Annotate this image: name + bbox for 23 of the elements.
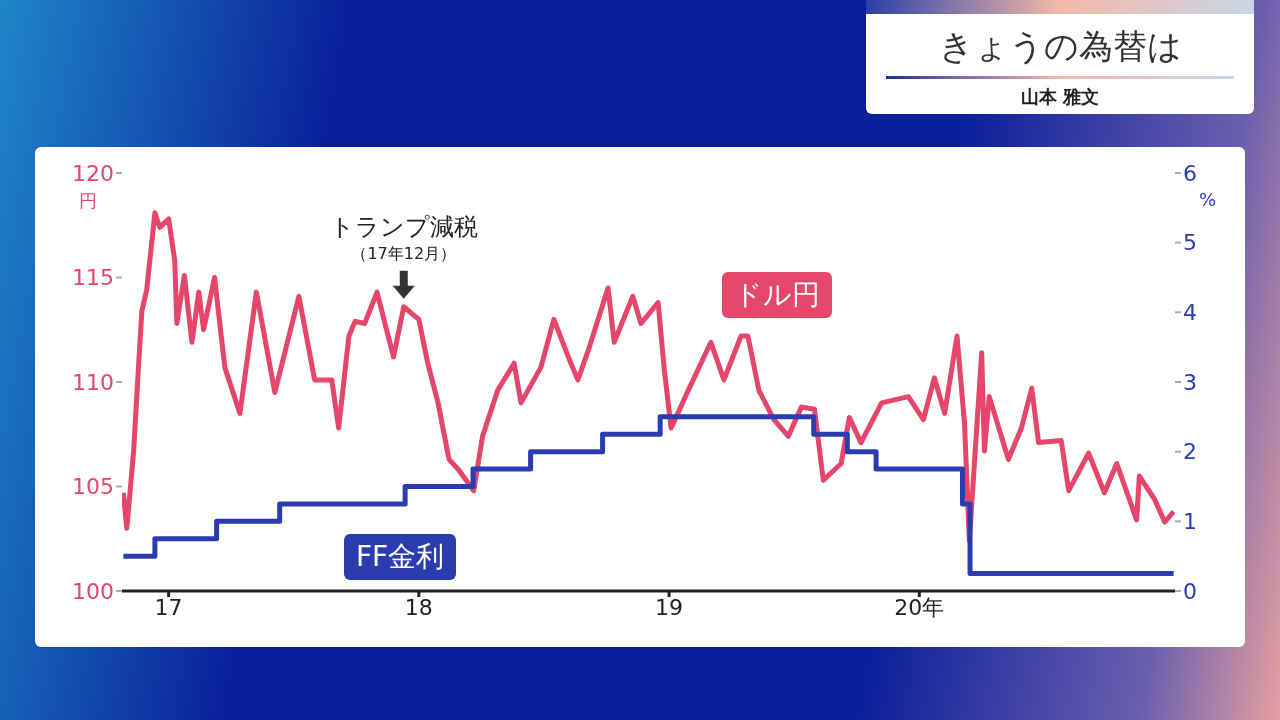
y2-tick-label: 1: [1183, 509, 1197, 535]
y-tick-label: 115: [72, 265, 114, 291]
chart-subtitle: 山本 雅文: [1019, 85, 1101, 109]
y-tick-label: 105: [72, 474, 114, 500]
y2-tick-label: 2: [1183, 439, 1197, 465]
chart-title: きょうの為替は: [937, 25, 1183, 68]
y2-tick-label: 0: [1183, 578, 1197, 604]
y-axis-title: 円: [79, 189, 97, 213]
x-tick-label: 17: [154, 594, 183, 620]
y2-tick-label: 5: [1183, 230, 1197, 256]
y-tick-label: 120: [72, 160, 114, 186]
y-tick-label: 100: [72, 578, 114, 604]
y-tick-label: 110: [72, 369, 114, 395]
y2-axis-title: %: [1199, 189, 1217, 210]
y2-tick-label: 3: [1183, 369, 1197, 395]
series-label: ドル円: [722, 272, 832, 318]
y2-tick-label: 4: [1183, 300, 1197, 326]
y2-tick-label: 6: [1183, 160, 1197, 186]
x-tick-label: 20年: [894, 594, 945, 620]
annotation: トランプ減税（17年12月）: [329, 212, 478, 263]
x-tick-label: 19: [655, 594, 684, 620]
series-label: FF金利: [344, 534, 457, 580]
x-tick-label: 18: [404, 594, 433, 620]
